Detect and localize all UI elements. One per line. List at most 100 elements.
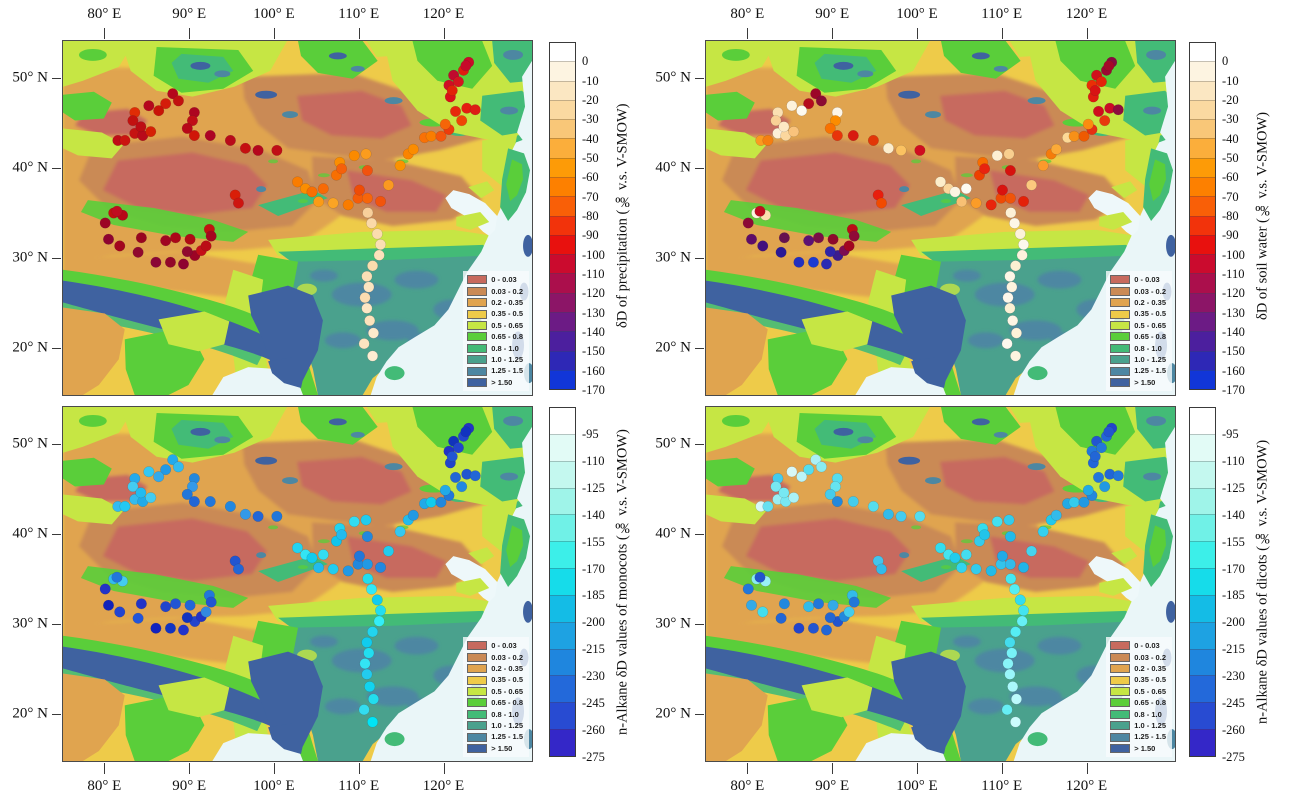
- lon-tick-label: 90° E: [172, 6, 207, 22]
- aridity-class-swatch-icon: [1110, 664, 1131, 674]
- sample-site-dot: [169, 232, 182, 244]
- sample-site-dot: [336, 529, 348, 541]
- sample-site-dot: [1018, 561, 1030, 573]
- sample-site-dot: [1078, 496, 1090, 508]
- aridity-legend-row: 0.03 - 0.2: [1110, 652, 1166, 662]
- aridity-class-label: 0.2 - 0.35: [491, 664, 523, 674]
- colorbar-tick-label: -10: [1222, 73, 1239, 88]
- aridity-class-label: 0.5 - 0.65: [491, 320, 523, 330]
- sample-site-dot: [847, 130, 859, 142]
- colorbar-tick-label: -125: [1222, 480, 1245, 495]
- sample-site-dot: [1018, 239, 1030, 251]
- sample-site-dot: [812, 598, 825, 610]
- sample-site-dot: [949, 186, 961, 198]
- colorbar-segment: [1190, 675, 1215, 703]
- aridity-legend-row: 0 - 0.03: [467, 641, 523, 651]
- aridity-class-label: 0.03 - 0.2: [1134, 652, 1166, 662]
- north-mountain-zones: [706, 41, 1113, 242]
- sample-site-dot: [1010, 626, 1022, 638]
- colorbar-segment: [550, 311, 575, 332]
- colorbar-tick-label: -200: [1222, 615, 1245, 630]
- lat-tick-mark: [52, 624, 61, 626]
- sample-site-dot: [810, 88, 822, 100]
- colorbar-segment: [1190, 702, 1215, 730]
- sample-site-dot: [754, 205, 766, 217]
- aridity-class-label: 0.5 - 0.65: [491, 686, 523, 696]
- colorbar-segment: [550, 369, 575, 390]
- sample-site-dot: [847, 496, 859, 508]
- lat-tick-label: 20° N: [12, 705, 48, 722]
- aridity-class-swatch-icon: [467, 275, 488, 285]
- sample-site-dot: [460, 426, 472, 438]
- sample-site-dot: [1002, 292, 1014, 304]
- panel-dicots: 0 - 0.03 0.03 - 0.2 0.2 - 0.35 0.35 - 0.5 0.…: [655, 406, 1271, 794]
- colorbar-segment: [550, 408, 575, 434]
- sample-site-dot: [336, 163, 348, 175]
- colorbar-tick-label: -50: [582, 150, 599, 165]
- aridity-class-label: 0.8 - 1.0: [491, 343, 519, 353]
- aridity-class-label: > 1.50: [491, 743, 513, 753]
- colorbar-tick-label: -30: [582, 112, 599, 127]
- sample-site-dot: [153, 105, 165, 117]
- aridity-legend-row: 0.5 - 0.65: [467, 686, 523, 697]
- colorbar-tick-label: -80: [582, 208, 599, 223]
- aridity-class-swatch-icon: [467, 286, 488, 296]
- sample-site-dot: [114, 606, 126, 618]
- sample-site-dot: [361, 558, 373, 570]
- sample-site-dot: [827, 233, 839, 245]
- sample-site-dot: [164, 622, 176, 634]
- sample-site-dot: [164, 256, 176, 268]
- colorbar-tick-label: -60: [1222, 170, 1239, 185]
- sample-site-dot: [160, 98, 172, 110]
- aridity-class-swatch-icon: [1110, 321, 1131, 331]
- sample-site-dot: [1004, 531, 1016, 543]
- sample-site-dot: [150, 622, 162, 634]
- sample-site-dot: [367, 693, 380, 705]
- aridity-class-swatch-icon: [467, 641, 488, 651]
- colorbar-segment: [550, 702, 575, 730]
- lon-tick-mark: [916, 28, 918, 39]
- aridity-index-legend: 0 - 0.03 0.03 - 0.2 0.2 - 0.35 0.35 - 0.5 0.…: [463, 637, 529, 757]
- sample-site-dot: [831, 130, 843, 142]
- colorbar-tick-label: -260: [582, 722, 605, 737]
- lon-tick-mark: [443, 28, 445, 39]
- lat-tick-mark: [52, 168, 61, 170]
- sample-site-dot: [778, 121, 790, 133]
- sample-site-dot: [796, 471, 808, 483]
- sample-site-dot: [843, 240, 855, 252]
- aridity-legend-row: 0 - 0.03: [1110, 641, 1166, 651]
- sample-site-dot: [102, 233, 115, 245]
- lon-tick-label: 100° E: [896, 6, 938, 22]
- sample-site-dot: [353, 550, 365, 562]
- sample-site-dot: [361, 192, 373, 204]
- colorbar-tick-label: -140: [1222, 324, 1245, 339]
- lat-tick-mark: [52, 444, 61, 446]
- sample-site-dot: [167, 88, 179, 100]
- colorbar-segment: [1190, 460, 1215, 488]
- aridity-class-swatch-icon: [467, 366, 488, 376]
- aridity-legend-row: 1.0 - 1.25: [467, 355, 523, 365]
- sample-site-dot: [375, 561, 387, 573]
- colorbar-segment: [550, 568, 575, 595]
- sample-site-dot: [775, 612, 787, 624]
- lon-tick-mark: [747, 28, 749, 39]
- colorbar-tick-label: -130: [582, 305, 605, 320]
- colorbar-segment: [550, 119, 575, 139]
- aridity-class-swatch-icon: [467, 355, 488, 365]
- southeast-humid-zones: [868, 229, 1141, 395]
- lon-tick-mark: [358, 28, 360, 39]
- colorbar-tick-label: -110: [1222, 266, 1245, 281]
- aridity-legend-row: 0.03 - 0.2: [467, 652, 523, 662]
- colorbar-tick-label: -70: [582, 189, 599, 204]
- lon-tick-label: 110° E: [981, 6, 1023, 22]
- lat-tick-mark: [695, 624, 704, 626]
- colorbar-segment: [1190, 196, 1215, 216]
- colorbar-tick-label: -60: [582, 170, 599, 185]
- sample-site-dot: [99, 217, 111, 229]
- sample-site-dot: [762, 134, 774, 146]
- aridity-legend-row: 0.65 - 0.8: [467, 698, 523, 708]
- sample-site-dot: [1016, 615, 1028, 627]
- sample-site-dot: [360, 148, 372, 160]
- sample-site-dot: [934, 542, 947, 554]
- aridity-legend-row: 0.2 - 0.35: [467, 664, 523, 674]
